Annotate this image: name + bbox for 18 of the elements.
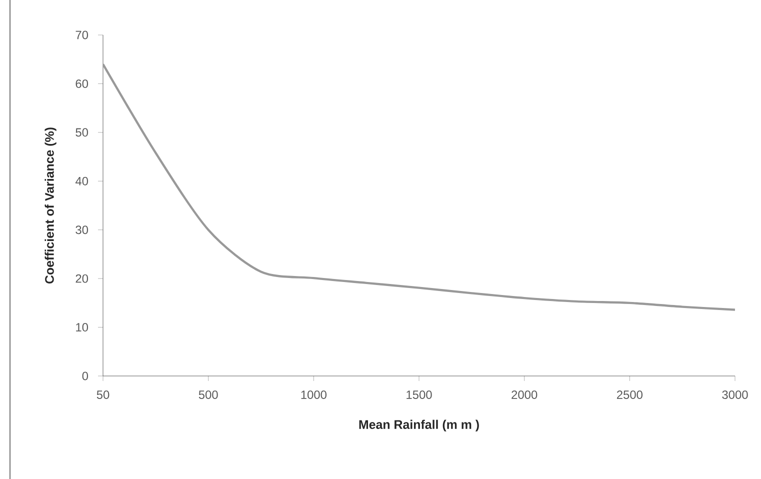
y-tick-label: 30 — [76, 226, 88, 234]
x-axis-title: Mean Rainfall (m m ) — [359, 420, 479, 432]
line-series — [103, 63, 736, 311]
y-tick-label: 20 — [76, 274, 88, 283]
x-tick-label: 1500 — [406, 390, 432, 399]
x-tick-label: 3000 — [722, 390, 748, 399]
y-tick-label: 70 — [76, 30, 88, 40]
x-tick-label: 2000 — [512, 390, 538, 399]
x-tick-label: 2500 — [616, 390, 643, 399]
y-axis-title: Coefficient of Variance (%) — [44, 128, 56, 284]
x-tick-label: 1000 — [301, 390, 327, 399]
y-tick-label: 50 — [76, 128, 88, 137]
x-tick-label: 50 — [96, 390, 110, 399]
y-tick-label: 40 — [75, 176, 88, 186]
x-tick-label: 500 — [198, 390, 218, 399]
y-tick-label: 10 — [76, 323, 88, 332]
y-tick-label: 0 — [82, 372, 88, 380]
y-tick-label: 60 — [76, 79, 88, 88]
